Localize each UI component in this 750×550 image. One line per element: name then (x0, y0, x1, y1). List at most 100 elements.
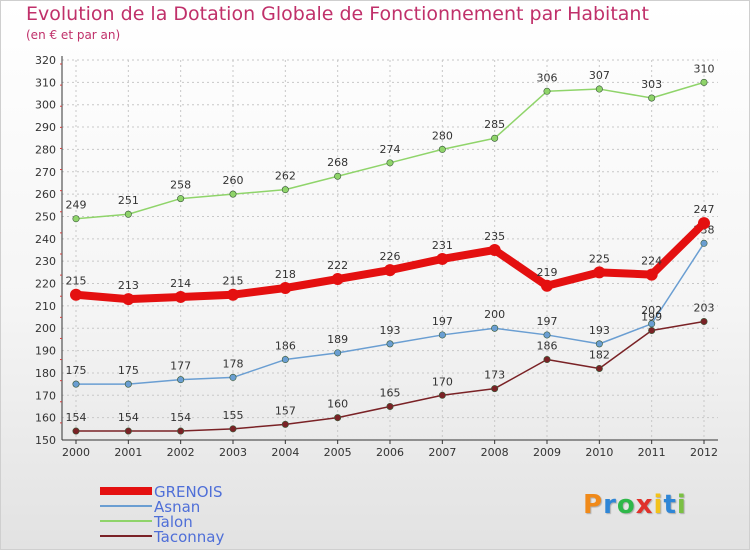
data-label: 154 (66, 411, 87, 424)
data-point (543, 356, 551, 364)
data-label: 193 (589, 324, 610, 337)
data-label: 202 (641, 304, 662, 317)
data-label: 231 (432, 239, 453, 252)
data-label: 215 (223, 275, 244, 288)
y-tick-label: 210 (35, 300, 56, 313)
data-label: 224 (641, 255, 662, 268)
data-point (229, 425, 237, 433)
chart-title: Evolution de la Dotation Globale de Fonc… (26, 3, 649, 25)
data-point (700, 318, 708, 326)
data-point (384, 264, 396, 277)
data-label: 262 (275, 170, 296, 183)
data-point (331, 273, 344, 286)
legend-label: Talon (154, 513, 193, 531)
legend-label: Taconnay (154, 528, 225, 546)
data-point (386, 402, 394, 410)
y-tick-label: 230 (35, 255, 56, 268)
data-point (436, 252, 449, 265)
x-tick-label: 2005 (324, 446, 352, 459)
data-point (648, 326, 656, 334)
y-tick-label: 220 (35, 278, 56, 291)
data-label: 175 (118, 364, 139, 377)
data-label: 260 (223, 174, 244, 187)
data-label: 186 (537, 340, 558, 353)
data-label: 222 (327, 259, 348, 272)
data-label: 154 (118, 411, 139, 424)
data-label: 213 (118, 279, 139, 292)
y-tick-label: 170 (35, 389, 56, 402)
x-tick-label: 2004 (271, 446, 299, 459)
data-label: 193 (380, 324, 401, 337)
y-tick-label: 150 (35, 434, 56, 447)
data-point (698, 217, 710, 230)
data-label: 165 (380, 386, 401, 399)
data-point (72, 215, 80, 223)
data-label: 219 (537, 266, 558, 279)
legend-swatch (100, 520, 152, 522)
data-point (124, 427, 132, 435)
data-point (334, 172, 342, 180)
data-label: 306 (537, 71, 558, 84)
data-label: 173 (484, 369, 505, 382)
data-point (281, 420, 289, 428)
x-tick-label: 2002 (167, 446, 195, 459)
data-label: 197 (432, 315, 453, 328)
data-label: 170 (432, 375, 453, 388)
y-tick-label: 190 (35, 345, 56, 358)
data-label: 226 (380, 250, 401, 263)
data-label: 218 (275, 268, 296, 281)
data-label: 175 (66, 364, 87, 377)
data-label: 203 (694, 302, 715, 315)
y-tick-label: 200 (35, 322, 56, 335)
data-point (541, 279, 553, 292)
data-label: 178 (223, 357, 244, 370)
data-point (229, 373, 237, 381)
data-label: 280 (432, 129, 453, 142)
data-point (386, 340, 394, 348)
data-point (648, 320, 656, 328)
data-point (177, 376, 185, 384)
x-tick-label: 2000 (62, 446, 90, 459)
y-tick-label: 270 (35, 166, 56, 179)
y-tick-label: 160 (35, 412, 56, 425)
legend-swatch (100, 535, 152, 537)
data-label: 310 (694, 62, 715, 75)
data-point (543, 87, 551, 95)
data-label: 197 (537, 315, 558, 328)
data-point (177, 195, 185, 203)
data-label: 200 (484, 308, 505, 321)
data-point (174, 290, 187, 303)
data-label: 157 (275, 404, 296, 417)
x-tick-label: 2009 (533, 446, 561, 459)
data-label: 307 (589, 69, 610, 82)
data-label: 189 (327, 333, 348, 346)
y-tick-label: 310 (35, 76, 56, 89)
data-label: 247 (694, 203, 715, 216)
data-point (124, 210, 132, 218)
data-point (279, 282, 292, 294)
legend-label: GRENOIS (154, 483, 223, 501)
data-label: 235 (484, 230, 505, 243)
y-tick-label: 250 (35, 210, 56, 223)
data-point (229, 190, 237, 198)
data-label: 249 (66, 199, 87, 212)
data-label: 186 (275, 340, 296, 353)
data-point (438, 391, 446, 399)
data-point (72, 380, 80, 388)
data-label: 285 (484, 118, 505, 131)
x-tick-label: 2011 (638, 446, 666, 459)
x-tick-label: 2006 (376, 446, 404, 459)
data-point (438, 331, 446, 339)
data-point (595, 340, 603, 348)
data-point (334, 349, 342, 357)
data-point (281, 186, 289, 194)
data-point (491, 134, 499, 142)
proxiti-logo: Proxiti (583, 490, 687, 520)
data-point (227, 288, 239, 301)
x-tick-label: 2001 (114, 446, 142, 459)
data-point (488, 244, 501, 256)
data-point (595, 364, 603, 372)
x-tick-label: 2007 (428, 446, 456, 459)
data-point (281, 356, 289, 364)
data-point (177, 427, 185, 435)
